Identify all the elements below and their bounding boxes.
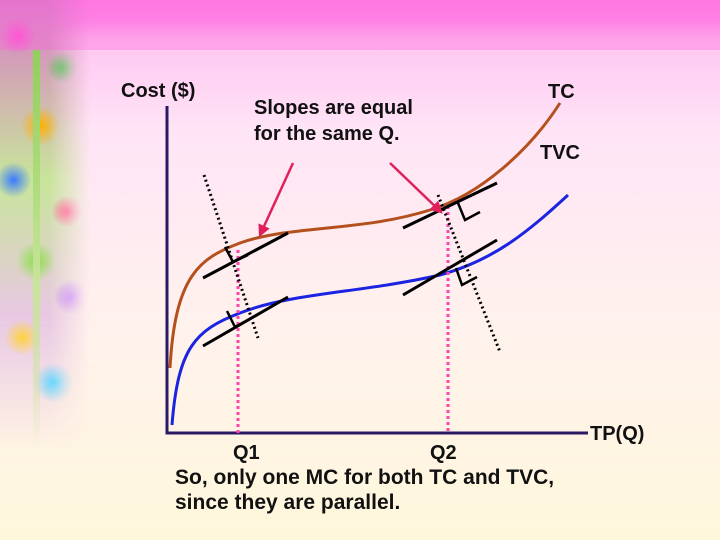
tc-curve <box>168 102 562 369</box>
y-axis-and-x-axis <box>165 106 588 435</box>
caption-line-2: since they are parallel. <box>175 491 401 514</box>
top-color-band <box>0 0 720 50</box>
right-angle-marker-tvc-q2 <box>454 267 478 287</box>
tvc-tangent-q2 <box>402 238 498 297</box>
caption-line-1: So, only one MC for both TC and TVC, <box>175 466 555 489</box>
decorative-stripe <box>33 50 40 450</box>
annotation-arrow-q2 <box>389 162 443 214</box>
caption: So, only one MC for both TC and TVC, sin… <box>175 465 554 515</box>
right-angle-marker-tc-q1 <box>223 246 249 264</box>
tvc-curve <box>170 193 570 426</box>
slope-annotation-line-1: Slopes are equal <box>254 97 413 119</box>
q1-label: Q1 <box>233 442 260 464</box>
right-angle-marker-tvc-q1 <box>225 310 251 329</box>
tvc-label: TVC <box>540 142 580 164</box>
slope-annotation: Slopes are equal for the same Q. <box>254 95 413 147</box>
tc-label: TC <box>548 81 575 103</box>
annotation-arrow-q1 <box>258 162 295 238</box>
slope-annotation-line-2: for the same Q. <box>254 123 400 145</box>
y-axis-label: Cost ($) <box>121 80 196 102</box>
right-angle-marker-tc-q2 <box>456 202 481 222</box>
x-axis-label: TP(Q) <box>590 423 645 445</box>
tc-tangent-q2 <box>402 181 498 230</box>
q2-label: Q2 <box>430 442 457 464</box>
decorative-art-strip <box>0 0 90 450</box>
normal-line-q2 <box>436 194 502 353</box>
